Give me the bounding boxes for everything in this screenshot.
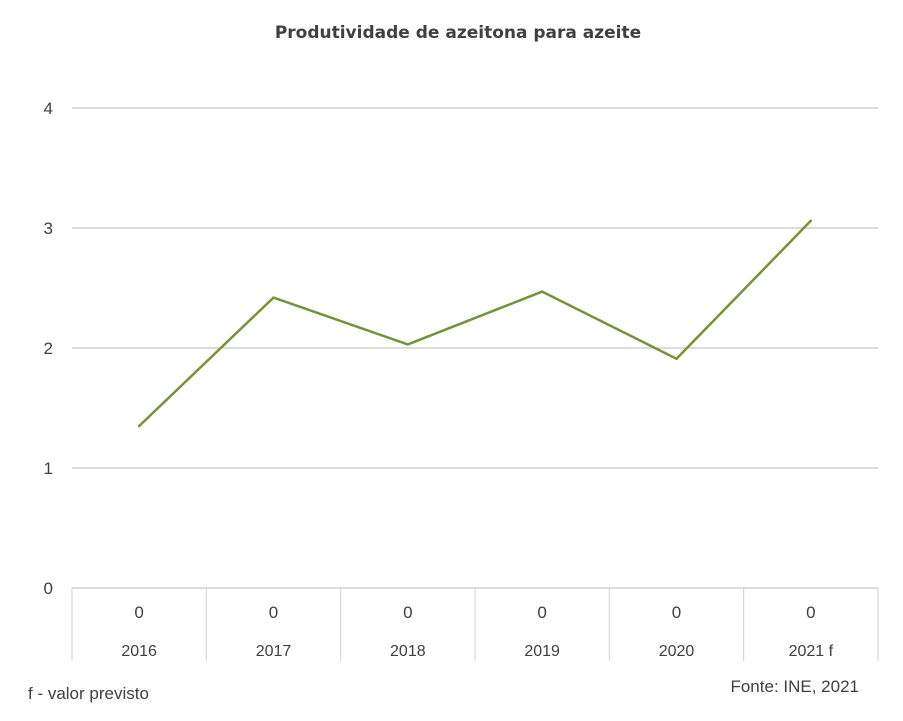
- table-value: 0: [134, 603, 143, 622]
- x-category-label: 2018: [390, 643, 426, 660]
- y-axis-ticks: 0 1 2 3 4: [44, 99, 53, 598]
- source-note: Fonte: INE, 2021: [730, 677, 859, 696]
- table-value: 0: [403, 603, 412, 622]
- series-group: [137, 219, 813, 428]
- x-category-label: 2020: [659, 643, 695, 660]
- x-category-label: 2017: [256, 643, 292, 660]
- data-table: 0 2016 0 2017 0 2018 0 2019 0 2020 0 2021 f: [71, 587, 879, 661]
- x-category-label: 2019: [524, 643, 560, 660]
- chart-title: Produtividade de azeitona para azeite: [275, 23, 641, 43]
- data-point: [272, 296, 275, 299]
- x-category-label: 2021 f: [789, 643, 834, 660]
- gridlines: [72, 107, 878, 469]
- data-point: [137, 424, 141, 428]
- table-value: 0: [672, 603, 681, 622]
- table-value: 0: [269, 603, 278, 622]
- y-tick-label: 4: [44, 99, 53, 118]
- data-point: [809, 219, 813, 222]
- data-point: [406, 343, 410, 346]
- table-value: 0: [806, 603, 815, 622]
- data-point: [675, 357, 678, 360]
- y-tick-label: 1: [44, 459, 53, 478]
- series-line: [137, 219, 813, 428]
- footnote: f - valor previsto: [28, 684, 149, 703]
- y-tick-label: 3: [44, 219, 53, 238]
- y-tick-label: 0: [44, 579, 53, 598]
- y-tick-label: 2: [44, 339, 53, 358]
- x-category-label: 2016: [121, 643, 157, 660]
- data-point: [540, 290, 544, 293]
- table-value: 0: [537, 603, 546, 622]
